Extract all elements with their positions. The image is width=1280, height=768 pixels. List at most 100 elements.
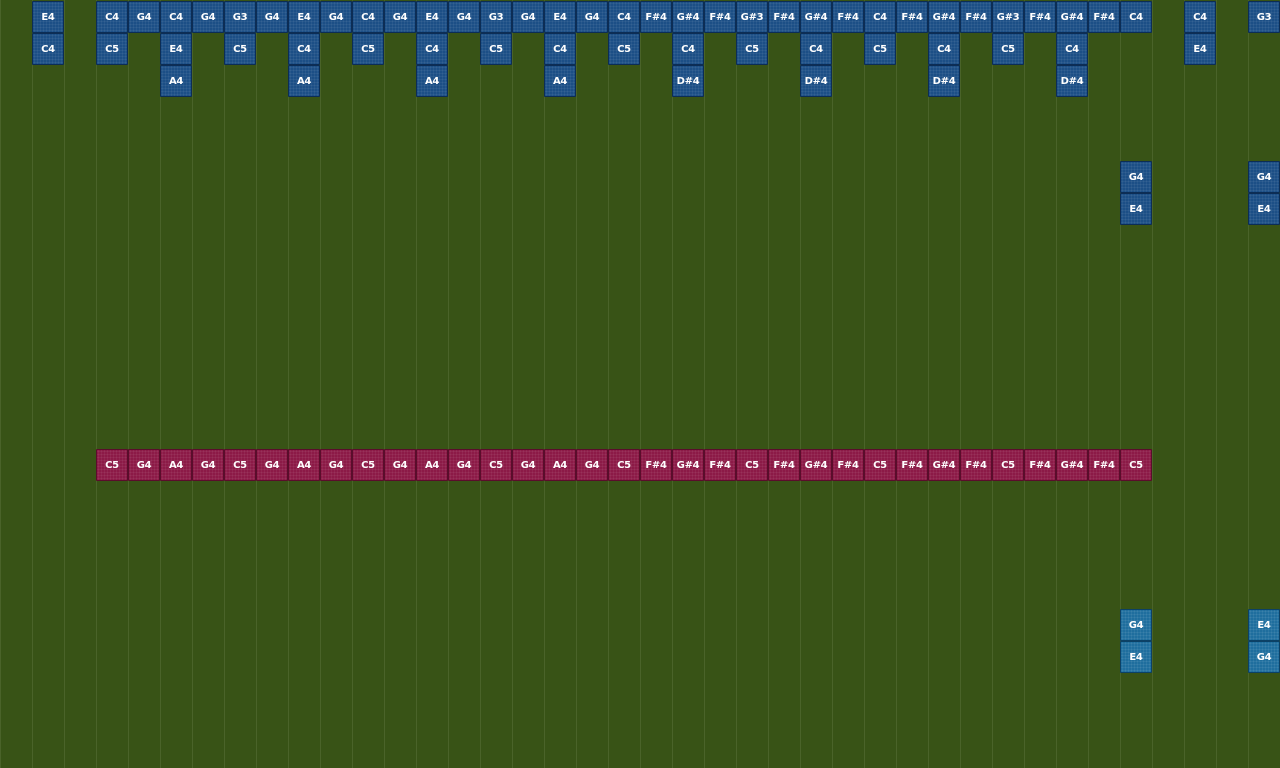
note-block-top[interactable]: A4 [288,65,320,97]
note-block-top[interactable]: G4 [448,1,480,33]
note-block-top[interactable]: C5 [480,33,512,65]
note-block-top[interactable]: E4 [1184,33,1216,65]
note-block-middle[interactable]: G#4 [928,449,960,481]
note-block-top[interactable]: C5 [608,33,640,65]
note-block-top[interactable]: G#3 [992,1,1024,33]
note-block-top[interactable]: C4 [800,33,832,65]
note-block-upper-mid[interactable]: G4 [1120,161,1152,193]
note-block-top[interactable]: C4 [1120,1,1152,33]
note-block-top[interactable]: C5 [96,33,128,65]
note-block-top[interactable]: C5 [224,33,256,65]
note-block-middle[interactable]: G#4 [800,449,832,481]
note-block-middle[interactable]: F#4 [704,449,736,481]
note-block-middle[interactable]: G#4 [1056,449,1088,481]
note-block-top[interactable]: G#4 [800,1,832,33]
note-block-middle[interactable]: G4 [512,449,544,481]
note-block-top[interactable]: A4 [416,65,448,97]
note-block-middle[interactable]: A4 [288,449,320,481]
note-block-top[interactable]: F#4 [768,1,800,33]
note-block-bottom[interactable]: E4 [1248,609,1280,641]
note-block-top[interactable]: C4 [96,1,128,33]
note-block-top[interactable]: G4 [128,1,160,33]
note-block-top[interactable]: F#4 [704,1,736,33]
note-block-top[interactable]: E4 [160,33,192,65]
note-block-top[interactable]: D#4 [672,65,704,97]
note-block-top[interactable]: C4 [288,33,320,65]
note-block-middle[interactable]: F#4 [640,449,672,481]
note-block-top[interactable]: G#4 [672,1,704,33]
note-block-top[interactable]: G4 [320,1,352,33]
note-block-middle[interactable]: G4 [384,449,416,481]
note-block-top[interactable]: G3 [480,1,512,33]
note-block-top[interactable]: E4 [544,1,576,33]
note-block-bottom[interactable]: G4 [1248,641,1280,673]
note-block-top[interactable]: F#4 [960,1,992,33]
note-block-top[interactable]: C4 [864,1,896,33]
note-block-top[interactable]: C4 [352,1,384,33]
note-block-top[interactable]: G4 [256,1,288,33]
note-block-middle[interactable]: G4 [256,449,288,481]
note-block-top[interactable]: E4 [32,1,64,33]
note-block-top[interactable]: C4 [928,33,960,65]
note-block-top[interactable]: C4 [1184,1,1216,33]
note-block-top[interactable]: A4 [160,65,192,97]
note-block-middle[interactable]: F#4 [1088,449,1120,481]
note-block-middle[interactable]: G4 [320,449,352,481]
note-block-top[interactable]: G4 [384,1,416,33]
note-block-top[interactable]: G3 [1248,1,1280,33]
note-block-top[interactable]: A4 [544,65,576,97]
note-block-middle[interactable]: A4 [544,449,576,481]
note-block-top[interactable]: G4 [512,1,544,33]
note-block-top[interactable]: C4 [160,1,192,33]
note-block-top[interactable]: E4 [288,1,320,33]
note-block-top[interactable]: E4 [416,1,448,33]
note-block-bottom[interactable]: G4 [1120,609,1152,641]
note-block-top[interactable]: G4 [192,1,224,33]
note-block-top[interactable]: G#4 [928,1,960,33]
note-block-top[interactable]: D#4 [928,65,960,97]
note-block-middle[interactable]: G4 [448,449,480,481]
note-block-middle[interactable]: C5 [864,449,896,481]
note-block-top[interactable]: C5 [992,33,1024,65]
note-block-middle[interactable]: C5 [224,449,256,481]
note-block-top[interactable]: C5 [352,33,384,65]
note-block-middle[interactable]: C5 [96,449,128,481]
note-block-middle[interactable]: F#4 [1024,449,1056,481]
note-block-top[interactable]: C5 [864,33,896,65]
note-block-top[interactable]: G#3 [736,1,768,33]
note-block-middle[interactable]: C5 [608,449,640,481]
note-block-top[interactable]: F#4 [640,1,672,33]
note-block-upper-mid[interactable]: E4 [1120,193,1152,225]
note-block-middle[interactable]: F#4 [768,449,800,481]
note-block-top[interactable]: C4 [416,33,448,65]
note-block-top[interactable]: G#4 [1056,1,1088,33]
note-block-middle[interactable]: C5 [736,449,768,481]
note-block-top[interactable]: G3 [224,1,256,33]
note-block-bottom[interactable]: E4 [1120,641,1152,673]
note-block-middle[interactable]: C5 [992,449,1024,481]
note-block-top[interactable]: D#4 [800,65,832,97]
note-block-top[interactable]: F#4 [1088,1,1120,33]
note-block-middle[interactable]: G#4 [672,449,704,481]
note-block-top[interactable]: F#4 [1024,1,1056,33]
note-block-top[interactable]: F#4 [896,1,928,33]
note-block-top[interactable]: D#4 [1056,65,1088,97]
note-block-upper-mid[interactable]: G4 [1248,161,1280,193]
note-block-top[interactable]: C4 [1056,33,1088,65]
note-block-middle[interactable]: A4 [416,449,448,481]
note-block-top[interactable]: C4 [608,1,640,33]
note-block-middle[interactable]: C5 [352,449,384,481]
note-block-middle[interactable]: C5 [480,449,512,481]
note-block-top[interactable]: C5 [736,33,768,65]
note-block-top[interactable]: C4 [544,33,576,65]
note-block-top[interactable]: G4 [576,1,608,33]
note-block-top[interactable]: F#4 [832,1,864,33]
note-block-upper-mid[interactable]: E4 [1248,193,1280,225]
note-block-top[interactable]: C4 [672,33,704,65]
note-block-middle[interactable]: F#4 [896,449,928,481]
note-block-middle[interactable]: F#4 [960,449,992,481]
note-block-middle[interactable]: G4 [192,449,224,481]
note-block-middle[interactable]: G4 [128,449,160,481]
note-block-middle[interactable]: F#4 [832,449,864,481]
